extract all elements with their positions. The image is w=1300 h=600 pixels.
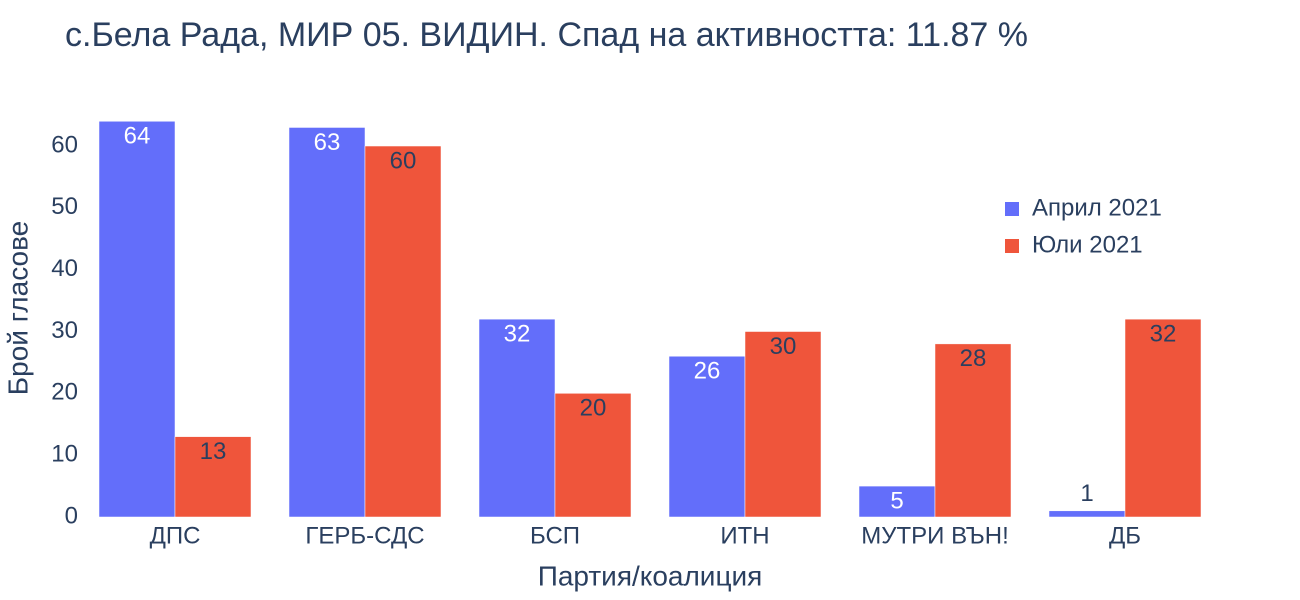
bar [744,331,822,518]
chart-title: с.Бела Рада, МИР 05. ВИДИН. Спад на акти… [65,16,1028,54]
y-tick-label: 0 [65,502,78,529]
value-label: 28 [960,345,987,372]
value-label: 32 [1150,320,1177,347]
value-label: 5 [890,487,903,514]
y-tick-label: 20 [51,379,78,406]
bar [1048,510,1126,518]
x-tick-label: ГЕРБ-СДС [305,522,424,549]
y-tick-label: 50 [51,193,78,220]
x-tick-label: ДПС [150,522,201,549]
value-label: 64 [124,123,151,150]
y-tick-label: 10 [51,441,78,468]
x-axis-title: Партия/коалиция [538,560,763,591]
y-tick-label: 30 [51,317,78,344]
legend-label: Юли 2021 [1032,231,1143,258]
x-tick-label: БСП [530,522,580,549]
y-tick-label: 60 [51,131,78,158]
bar [554,393,632,518]
x-tick-label: ИТН [720,522,769,549]
bar [858,485,936,518]
value-label: 13 [200,438,227,465]
bar [288,127,366,518]
value-label: 1 [1080,480,1093,507]
legend-label: Април 2021 [1032,194,1162,221]
value-label: 20 [580,395,607,422]
value-label: 63 [314,129,341,156]
x-tick-label: ДБ [1109,522,1141,549]
bar [174,436,252,518]
bar [668,355,746,518]
legend-swatch [1005,239,1019,253]
x-tick-label: МУТРИ ВЪН! [861,522,1008,549]
bar [98,121,176,518]
bar [934,343,1012,518]
value-label: 32 [504,320,531,347]
legend-swatch [1005,202,1019,216]
bar [1124,318,1202,518]
value-label: 26 [694,358,721,385]
bar [364,145,442,518]
value-label: 60 [390,147,417,174]
y-tick-label: 40 [51,255,78,282]
bar [478,318,556,518]
y-axis-title: Брой гласове [2,221,33,395]
value-label: 30 [770,333,797,360]
